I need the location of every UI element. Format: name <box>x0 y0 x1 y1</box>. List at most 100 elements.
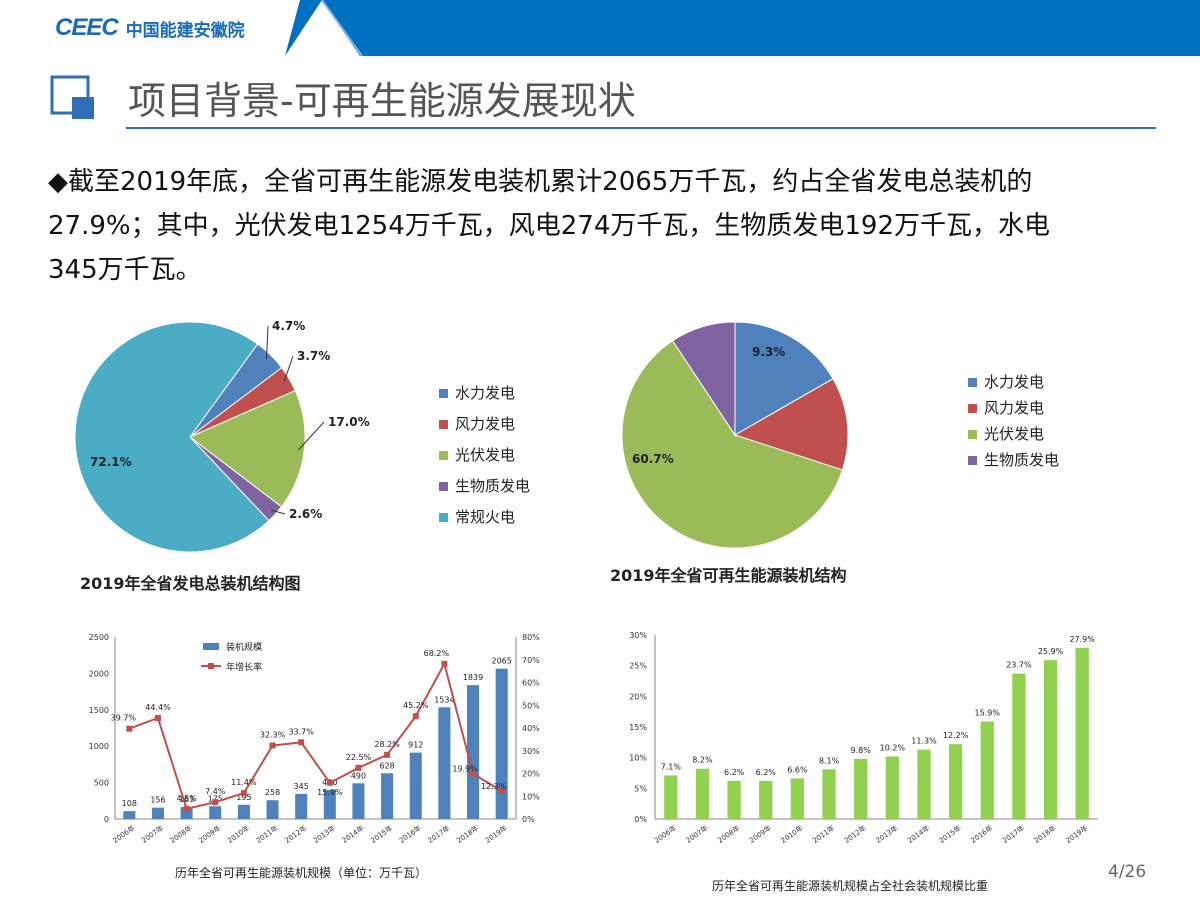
pie-slice <box>671 321 736 437</box>
x-tick-label: 2012年 <box>283 823 309 845</box>
x-tick-label: 2014年 <box>340 823 366 845</box>
x-tick-label: 2015年 <box>369 823 395 845</box>
line-data-label: 28.2% <box>374 740 400 749</box>
bar-data-label: 1534 <box>434 695 454 704</box>
legend-label: 水力发电 <box>984 373 1044 391</box>
bar <box>323 789 336 819</box>
logo-text: 中国能建安徽院 <box>125 20 245 41</box>
bar <box>467 685 480 819</box>
bar-data-label: 8.2% <box>692 756 713 765</box>
bar <box>822 769 836 819</box>
leader-line <box>298 421 325 451</box>
legend-label: 常规火电 <box>455 508 515 526</box>
legend-swatch <box>203 643 219 650</box>
y2-tick-label: 50% <box>522 701 540 710</box>
legend-swatch <box>968 430 977 439</box>
x-tick-label: 2014年 <box>906 823 932 845</box>
bar-data-label: 195 <box>236 793 251 802</box>
y2-tick-label: 30% <box>522 747 540 756</box>
legend-label: 水力发电 <box>455 384 515 402</box>
line-data-label: 44.4% <box>145 703 171 712</box>
line-point <box>355 764 362 771</box>
body-paragraph: ◆截至2019年底，全省可再生能源发电装机累计2065万千瓦，约占全省发电总装机… <box>48 160 1178 292</box>
company-logo: CEEC 中国能建安徽院 <box>55 14 245 42</box>
y-tick-label: 25% <box>629 662 647 671</box>
bar-data-label: 6.2% <box>756 768 777 777</box>
pie-data-label: 9.3% <box>752 345 785 359</box>
bar <box>1075 647 1089 819</box>
x-tick-label: 2012年 <box>842 823 868 845</box>
x-tick-label: 2017年 <box>426 823 452 845</box>
line-point <box>183 805 190 812</box>
bar-data-label: 628 <box>379 761 394 770</box>
y-tick-label: 2500 <box>89 633 109 642</box>
bar <box>759 780 773 819</box>
x-tick-label: 2006年 <box>111 823 137 845</box>
line-point <box>126 725 133 732</box>
y-tick-label: 2000 <box>89 669 109 678</box>
bar <box>123 811 136 819</box>
bar <box>180 807 193 819</box>
bar-data-label: 163 <box>179 795 194 804</box>
legend-swatch <box>439 389 448 398</box>
y-tick-label: 20% <box>629 692 647 701</box>
line-data-label: 19.9% <box>452 765 478 774</box>
bar <box>854 758 868 819</box>
x-tick-label: 2008年 <box>716 823 742 845</box>
bar <box>295 793 308 819</box>
x-tick-label: 2016年 <box>969 823 995 845</box>
pie-slice <box>74 321 270 553</box>
bar <box>409 752 422 819</box>
page-number: 4/26 <box>1108 862 1147 882</box>
y2-tick-label: 10% <box>522 792 540 801</box>
legend-swatch <box>968 378 977 387</box>
y-tick-label: 10% <box>629 754 647 763</box>
leader-line <box>283 355 294 382</box>
line-point <box>412 713 419 720</box>
bar <box>495 668 508 819</box>
bar-data-label: 23.7% <box>1006 661 1032 670</box>
growth-rate-line <box>128 661 503 810</box>
x-tick-label: 2007年 <box>684 823 710 845</box>
bar <box>151 807 164 819</box>
leader-line <box>266 325 269 360</box>
pie-data-label: 72.1% <box>90 455 132 469</box>
bar-data-label: 912 <box>408 741 423 750</box>
bar-data-label: 12.2% <box>943 731 969 740</box>
bar-data-label: 27.9% <box>1069 635 1095 644</box>
line-data-label: 11.4% <box>231 778 257 787</box>
body-line: 345万千瓦。 <box>48 255 202 285</box>
bar-data-label: 6.2% <box>724 768 745 777</box>
x-tick-label: 2011年 <box>254 823 280 845</box>
x-tick-label: 2009年 <box>747 823 773 845</box>
legend-label: 年增长率 <box>226 661 262 673</box>
pie-chart-renewable-title: 2019年全省可再生能源装机结构 <box>610 566 847 585</box>
bar-data-label: 7.1% <box>661 762 682 771</box>
y-tick-label: 0 <box>104 815 109 824</box>
line-data-label: 15.9% <box>317 788 343 797</box>
legend-label: 生物质发电 <box>455 477 530 495</box>
legend-label: 装机规模 <box>226 641 262 653</box>
line-data-label: 4.5% <box>176 794 197 803</box>
x-tick-label: 2013年 <box>874 823 900 845</box>
line-point <box>441 660 448 667</box>
bar <box>948 744 963 819</box>
x-tick-label: 2019年 <box>1064 823 1090 845</box>
line-point <box>212 799 219 806</box>
x-tick-label: 2016年 <box>397 823 423 845</box>
pie-data-label: 4.7% <box>272 319 305 333</box>
bar <box>917 749 931 819</box>
pie-chart-total-title: 2019年全省发电总装机结构图 <box>80 574 301 593</box>
pie-slice <box>733 378 849 471</box>
y-tick-label: 15% <box>629 723 647 732</box>
y2-tick-label: 20% <box>522 770 540 779</box>
x-tick-label: 2010年 <box>779 823 805 845</box>
y-tick-label: 1000 <box>89 742 109 751</box>
pie-slice <box>621 340 844 549</box>
y2-tick-label: 40% <box>522 724 540 733</box>
bar <box>209 806 222 819</box>
y2-tick-label: 70% <box>522 656 540 665</box>
bar-data-label: 175 <box>208 794 223 803</box>
line-data-label: 68.2% <box>424 649 450 658</box>
